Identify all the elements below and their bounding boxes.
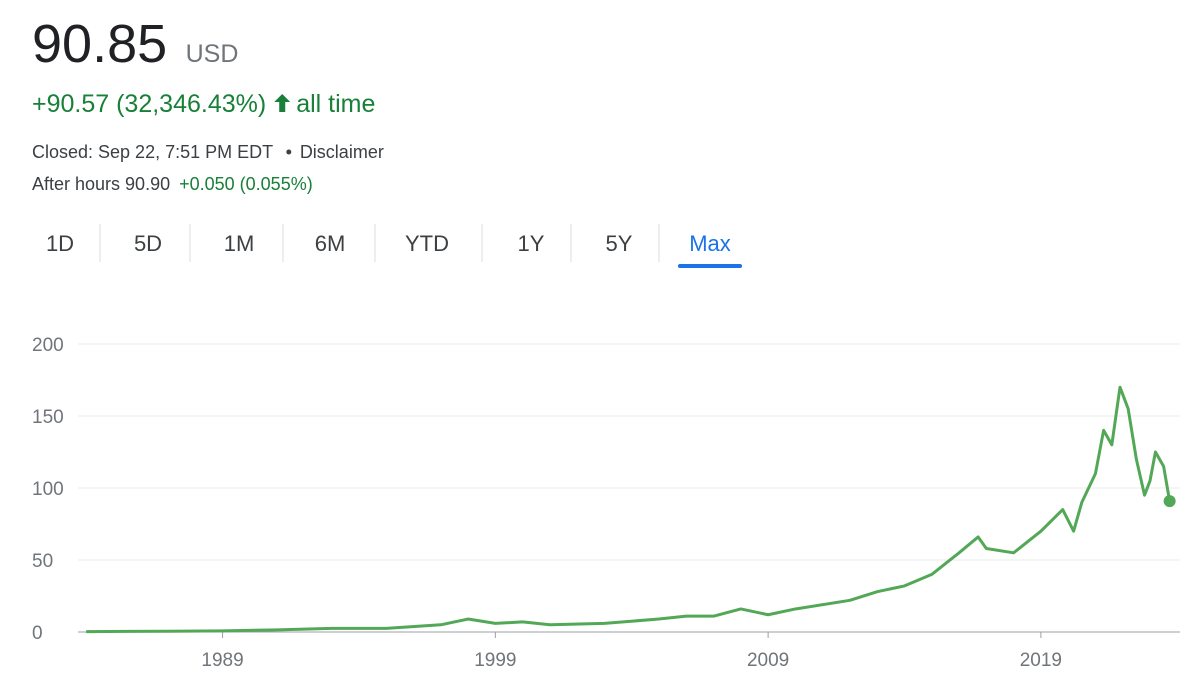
y-tick-label: 50 bbox=[32, 551, 53, 572]
range-tab[interactable]: 5Y bbox=[606, 231, 633, 256]
range-tab[interactable]: 6M bbox=[315, 231, 346, 256]
change: +90.57 (32,346.43%) bbox=[32, 90, 266, 118]
status: Closed: Sep 22, 7:51 PM EDT bbox=[32, 142, 273, 162]
price: 90.85 bbox=[32, 14, 167, 74]
after-hours-label: After hours 90.90 bbox=[32, 174, 170, 194]
x-tick-label: 1989 bbox=[201, 650, 243, 671]
range-tab[interactable]: 5D bbox=[134, 231, 162, 256]
separator-dot bbox=[286, 149, 292, 155]
disclaimer-link[interactable]: Disclaimer bbox=[300, 142, 384, 162]
y-tick-label: 200 bbox=[32, 335, 64, 356]
range-tab[interactable]: Max bbox=[689, 231, 731, 256]
range-tab[interactable]: 1D bbox=[46, 231, 74, 256]
y-tick-label: 150 bbox=[32, 407, 64, 428]
range-tab[interactable]: YTD bbox=[405, 231, 449, 256]
currency: USD bbox=[186, 40, 239, 68]
y-tick-label: 100 bbox=[32, 479, 64, 500]
x-tick-label: 2009 bbox=[747, 650, 789, 671]
period: all time bbox=[296, 90, 375, 118]
price-line: 90.85 USD bbox=[32, 14, 238, 74]
x-tick-label: 2019 bbox=[1020, 650, 1062, 671]
up-arrow-icon bbox=[274, 94, 291, 112]
after-hours-change: +0.050 (0.055%) bbox=[179, 174, 313, 194]
price-line bbox=[86, 385, 1172, 634]
range-tab[interactable]: 1Y bbox=[518, 231, 545, 256]
last-price-dot bbox=[1163, 495, 1176, 508]
y-tick-label: 0 bbox=[32, 623, 43, 644]
x-tick-label: 1999 bbox=[474, 650, 516, 671]
range-tab[interactable]: 1M bbox=[224, 231, 255, 256]
after-hours-line: After hours 90.90 +0.050 (0.055%) bbox=[32, 174, 313, 194]
status-line: Closed: Sep 22, 7:51 PM EDT Disclaimer bbox=[32, 142, 384, 162]
selected-tab-indicator bbox=[678, 264, 742, 268]
